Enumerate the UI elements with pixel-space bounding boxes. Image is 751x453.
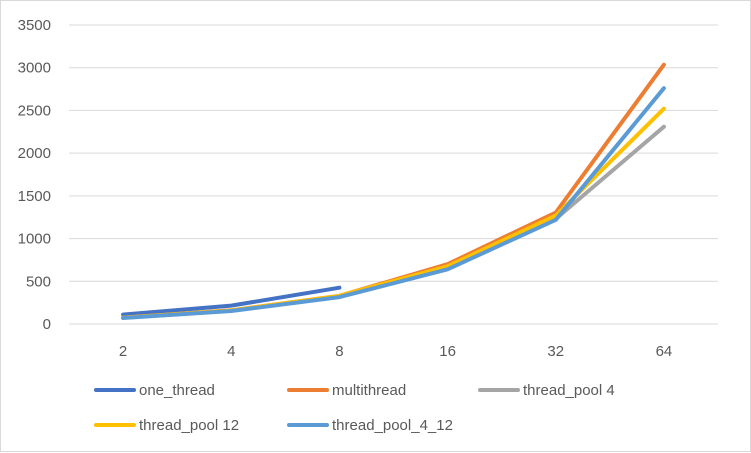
x-tick-label: 8 <box>335 343 343 360</box>
legend-label: thread_pool 12 <box>139 417 239 434</box>
x-tick-label: 32 <box>547 343 564 360</box>
gridlines <box>69 24 718 325</box>
y-axis-tick-labels: 0 500 1000 1500 2000 2500 3000 3500 <box>18 17 51 333</box>
y-tick-label: 1000 <box>18 231 51 248</box>
y-tick-label: 500 <box>26 273 51 290</box>
series-line-2 <box>121 124 666 320</box>
y-tick-label: 3500 <box>18 17 51 34</box>
y-tick-label: 1500 <box>18 188 51 205</box>
y-tick-label: 3000 <box>18 60 51 77</box>
y-tick-label: 2000 <box>18 145 51 162</box>
legend-label: one_thread <box>139 382 215 399</box>
legend: one_thread multithread thread_pool 4 thread… <box>94 382 615 434</box>
legend-label: thread_pool_4_12 <box>332 417 453 434</box>
legend-label: multithread <box>332 382 406 399</box>
x-tick-label: 64 <box>656 343 673 360</box>
y-tick-label: 0 <box>43 316 51 333</box>
x-tick-label: 4 <box>227 343 235 360</box>
series-line-0 <box>121 285 342 317</box>
x-tick-label: 2 <box>119 343 127 360</box>
y-tick-label: 2500 <box>18 102 51 119</box>
series-line-3 <box>121 106 666 320</box>
legend-label: thread_pool 4 <box>523 382 615 399</box>
x-tick-label: 16 <box>439 343 456 360</box>
series-line-4 <box>121 86 666 320</box>
series-lines <box>121 62 666 320</box>
x-axis-tick-labels: 2 4 8 16 32 64 <box>119 343 672 360</box>
